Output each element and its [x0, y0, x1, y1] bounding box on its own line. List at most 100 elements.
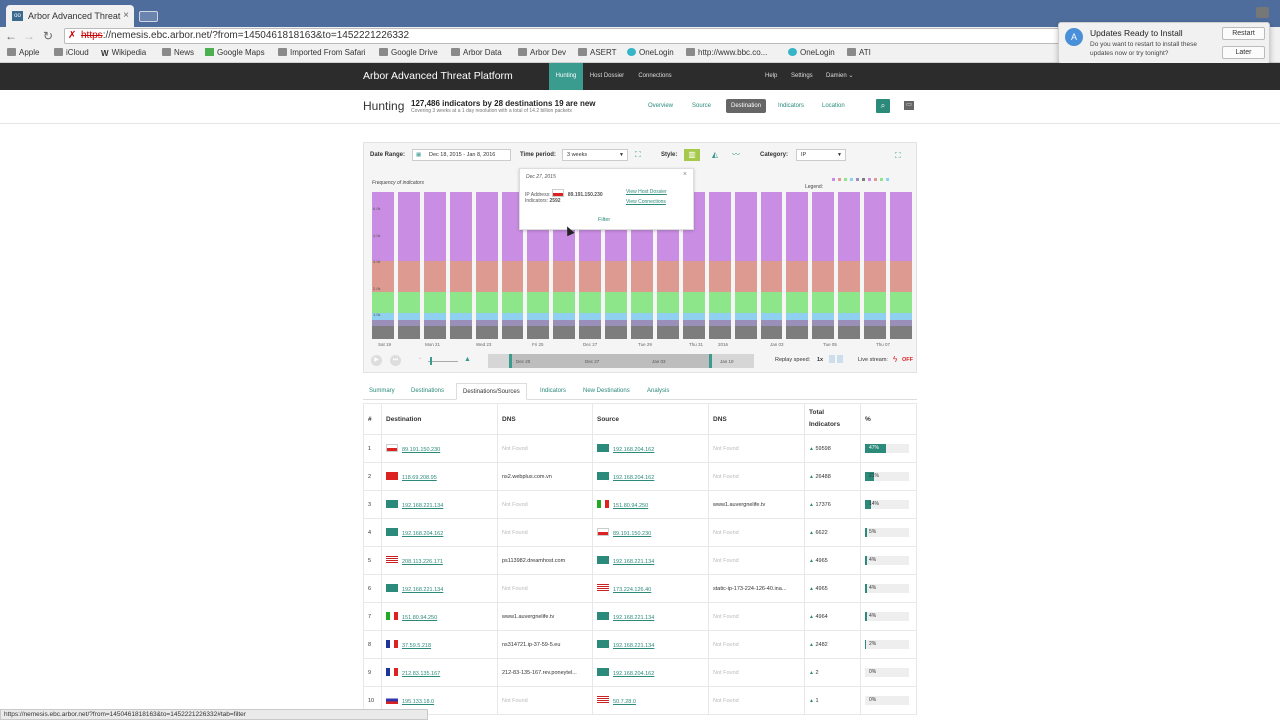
view-host-dossier-link[interactable]: View Host Dossier — [626, 189, 667, 195]
chart-bar[interactable] — [708, 192, 731, 339]
subnav-destination[interactable]: Destination — [726, 99, 767, 113]
legend-swatch[interactable] — [838, 178, 841, 181]
live-stream-toggle[interactable]: OFF — [902, 357, 913, 363]
bookmark-google-drive[interactable]: Google Drive — [379, 48, 438, 57]
table-row[interactable]: 8 37.59.5.218 ns314721.ip-37-59-5.eu 192.16… — [363, 630, 917, 659]
time-period-select[interactable]: 3 weeks ▼ — [562, 149, 628, 161]
legend-swatch[interactable] — [868, 178, 871, 181]
chart-bar[interactable] — [890, 192, 912, 339]
tab-summary[interactable]: Summary — [369, 388, 395, 394]
play-icon[interactable]: ▶ — [371, 355, 382, 366]
chart-bar[interactable] — [475, 192, 498, 339]
print-icon[interactable]: ▭ — [904, 101, 914, 110]
help-link[interactable]: Help — [765, 73, 778, 79]
column-header[interactable]: # — [363, 403, 382, 435]
destination-ip-link[interactable]: 89.191.150.230 — [402, 447, 441, 453]
destination-ip-link[interactable]: 151.80.94.250 — [402, 615, 438, 621]
bookmark-imported-safari[interactable]: Imported From Safari — [278, 48, 366, 57]
source-ip-link[interactable]: 192.168.221.134 — [613, 559, 655, 565]
speed-down-button[interactable] — [829, 355, 835, 363]
legend-swatch[interactable] — [850, 178, 853, 181]
bar-style-icon[interactable]: ▥ — [684, 149, 700, 161]
settings-link[interactable]: Settings — [791, 73, 813, 79]
destination-ip-link[interactable]: 212.83.135.167 — [402, 671, 441, 677]
source-ip-link[interactable]: 151.80.94.250 — [613, 503, 649, 509]
area-style-icon[interactable]: ◭ — [711, 150, 719, 159]
source-ip-link[interactable]: 173.224.126.40 — [613, 587, 652, 593]
chart-bar[interactable] — [786, 192, 809, 339]
bookmark-wikipedia[interactable]: W Wikipedia — [101, 48, 147, 58]
table-row[interactable]: 1 89.191.150.230 Not Found 192.168.204.162 N… — [363, 434, 917, 463]
line-style-icon[interactable]: 〰 — [732, 150, 740, 159]
subnav-overview[interactable]: Overview — [648, 103, 674, 109]
reload-icon[interactable]: ↻ — [42, 29, 54, 43]
destination-ip-link[interactable]: 192.168.221.134 — [402, 503, 444, 509]
source-ip-link[interactable]: 192.168.204.162 — [613, 475, 655, 481]
column-header[interactable]: % — [860, 403, 917, 435]
source-ip-link[interactable]: 192.168.204.162 — [613, 447, 655, 453]
view-connections-link[interactable]: View Connections — [626, 199, 666, 205]
nav-hunting[interactable]: Hunting — [549, 63, 583, 90]
legend-swatch[interactable] — [856, 178, 859, 181]
bookmark-onelogin-2[interactable]: OneLogin — [788, 48, 835, 57]
subnav-indicators[interactable]: Indicators — [778, 103, 805, 109]
tab-indicators[interactable]: Indicators — [540, 388, 567, 394]
bookmark-bbc[interactable]: http://www.bbc.co... — [686, 48, 767, 57]
forward-icon[interactable]: → — [23, 29, 35, 43]
table-row[interactable]: 7 151.80.94.250 www1.auvergnelife.tv 192.16… — [363, 602, 917, 631]
url-input[interactable]: ✗ https://nemesis.ebc.arbor.net/?from=14… — [64, 28, 1064, 44]
bookmark-arbor-dev[interactable]: Arbor Dev — [518, 48, 566, 57]
chart-bar[interactable] — [397, 192, 420, 339]
destination-ip-link[interactable]: 118.69.208.95 — [402, 475, 437, 481]
column-header[interactable]: DNS — [497, 403, 593, 435]
speed-up-button[interactable] — [837, 355, 843, 363]
user-menu[interactable]: Damien ⌄ — [826, 73, 854, 79]
chart-bar[interactable] — [449, 192, 472, 339]
fullscreen-icon[interactable]: ⛶ — [895, 151, 901, 160]
tab-analysis[interactable]: Analysis — [647, 388, 670, 394]
back-icon[interactable]: ← — [5, 29, 17, 43]
bookmark-apple[interactable]: Apple — [7, 48, 39, 57]
close-tab-icon[interactable]: × — [123, 10, 129, 21]
bookmark-arbor-data[interactable]: Arbor Data — [451, 48, 502, 57]
later-button[interactable]: Later — [1222, 46, 1265, 59]
chart-bar[interactable] — [372, 192, 394, 339]
legend-swatch[interactable] — [874, 178, 877, 181]
tab-new-destinations[interactable]: New Destinations — [583, 388, 630, 394]
replay-speed-value[interactable]: 1x — [817, 357, 824, 363]
nav-host-dossier[interactable]: Host Dossier — [589, 73, 625, 79]
new-tab-button[interactable] — [139, 11, 158, 22]
table-row[interactable]: 2 118.69.208.95 ns2.webplus.com.vn 192.168.… — [363, 462, 917, 491]
table-row[interactable]: 10 195.133.18.0 Not Found 50.7.28.0 Not Foun… — [363, 686, 917, 715]
tab-destinations[interactable]: Destinations — [411, 388, 445, 394]
filter-link[interactable]: Filter — [598, 217, 611, 223]
search-button[interactable]: ⌕ — [876, 99, 890, 113]
bookmark-icloud[interactable]: iCloud — [54, 48, 89, 57]
subnav-source[interactable]: Source — [692, 103, 712, 109]
chart-bar[interactable] — [812, 192, 835, 339]
chart-bar[interactable] — [864, 192, 887, 339]
destination-ip-link[interactable]: 195.133.18.0 — [402, 699, 435, 705]
source-ip-link[interactable]: 50.7.28.0 — [613, 699, 636, 705]
tab-destinations-sources[interactable]: Destinations/Sources — [456, 383, 527, 400]
table-row[interactable]: 6 192.168.221.134 Not Found 173.224.126.40 s… — [363, 574, 917, 603]
source-ip-link[interactable]: 192.168.221.134 — [613, 615, 655, 621]
source-ip-link[interactable]: 192.168.204.162 — [613, 671, 655, 677]
legend-swatch[interactable] — [862, 178, 865, 181]
date-range-input[interactable]: ▦ Dec 18, 2015 - Jan 8, 2016 — [412, 149, 511, 161]
table-row[interactable]: 3 192.168.221.134 Not Found 151.80.94.250 ww… — [363, 490, 917, 519]
chart-bar[interactable] — [734, 192, 757, 339]
column-header[interactable]: Destination — [381, 403, 498, 435]
table-row[interactable]: 4 192.168.204.162 Not Found 89.191.150.230 N… — [363, 518, 917, 547]
legend-swatch[interactable] — [880, 178, 883, 181]
chart-bar[interactable] — [838, 192, 861, 339]
chart-bar[interactable] — [760, 192, 783, 339]
column-header[interactable]: DNS — [708, 403, 805, 435]
bookmark-ati[interactable]: ATI — [847, 48, 871, 57]
nav-connections[interactable]: Connections — [638, 73, 672, 79]
chart-bar[interactable] — [501, 192, 524, 339]
bookmark-google-maps[interactable]: Google Maps — [205, 48, 265, 57]
destination-ip-link[interactable]: 208.113.226.171 — [402, 559, 443, 565]
source-ip-link[interactable]: 192.168.221.134 — [613, 643, 655, 649]
destination-ip-link[interactable]: 192.168.221.134 — [402, 587, 444, 593]
